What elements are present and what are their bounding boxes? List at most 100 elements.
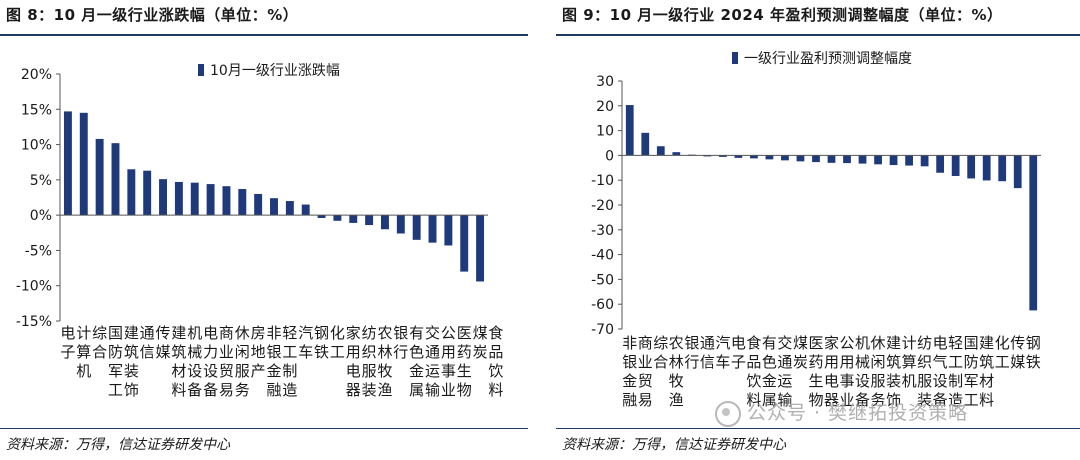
category-label: 煤	[473, 324, 488, 342]
bar	[843, 155, 851, 164]
category-label: 商	[219, 324, 234, 342]
category-label: 机	[76, 362, 91, 380]
category-label: 工	[964, 391, 979, 409]
category-label: 家	[346, 324, 361, 342]
category-label: 服	[917, 372, 932, 390]
bar	[111, 143, 120, 216]
category-label: 备	[855, 391, 870, 409]
category-label: 电	[60, 324, 75, 342]
category-label: 公	[441, 324, 456, 342]
bar	[412, 215, 421, 240]
category-label: 轻	[948, 334, 963, 352]
category-label: 煤	[793, 334, 808, 352]
y-tick-label: -70	[591, 322, 614, 338]
category-label: 传	[1010, 334, 1025, 352]
bar	[672, 152, 681, 156]
bar	[920, 155, 929, 167]
bar	[143, 170, 152, 216]
category-label: 电	[933, 334, 948, 352]
category-label: 用	[824, 353, 839, 371]
chart-left: 20%15%10%5%0%-5%-10%-15%电计综国建通传建机电商休房非轻汽…	[16, 63, 504, 399]
category-label: 银	[684, 334, 699, 352]
category-label: 业	[441, 381, 456, 399]
category-label: 制	[282, 362, 297, 380]
category-label: 金	[266, 362, 281, 380]
category-label: 合	[92, 343, 107, 361]
bar	[625, 105, 634, 156]
bar	[750, 155, 758, 159]
category-label: 铁	[1026, 353, 1041, 371]
category-label: 物	[808, 391, 823, 409]
category-label: 筑	[886, 353, 901, 371]
category-label: 造	[948, 391, 963, 409]
bar	[734, 155, 743, 158]
category-label: 钢	[1026, 334, 1041, 352]
legend-swatch	[732, 52, 738, 64]
bar	[951, 155, 960, 176]
category-label: 装	[124, 362, 139, 380]
category-label: 输	[425, 381, 440, 399]
bar	[656, 146, 665, 156]
source-rule	[0, 428, 528, 429]
y-tick-label: 20%	[21, 67, 52, 83]
category-label: 计	[902, 334, 917, 352]
category-label: 有	[762, 334, 777, 352]
category-label: 银	[266, 343, 281, 361]
category-label: 机	[855, 334, 870, 352]
category-label: 休	[235, 324, 250, 342]
bar	[998, 155, 1007, 182]
category-label: 金	[409, 362, 424, 380]
category-label: 银	[393, 324, 408, 342]
category-label: 产	[251, 362, 266, 380]
category-label: 器	[824, 391, 839, 409]
category-label: 运	[777, 372, 792, 390]
category-label: 品	[488, 343, 503, 361]
category-label: 化	[330, 324, 345, 342]
category-label: 食	[746, 334, 761, 352]
bar	[889, 155, 898, 166]
category-label: 事	[840, 372, 855, 390]
category-label: 车	[298, 343, 313, 361]
category-label: 属	[762, 391, 777, 409]
category-label: 牧	[377, 362, 392, 380]
category-label: 用	[346, 343, 361, 361]
category-label: 务	[871, 391, 886, 409]
category-label: 色	[762, 353, 777, 371]
bar	[967, 155, 976, 179]
bar	[222, 186, 231, 216]
category-label: 易	[219, 381, 234, 399]
bar	[796, 155, 805, 162]
category-label: 筑	[171, 343, 186, 361]
category-label: 综	[653, 334, 668, 352]
legend-label: 一级行业盈利预测调整幅度	[744, 51, 912, 67]
category-label: 械	[187, 343, 202, 361]
category-label: 军	[964, 372, 979, 390]
bar	[190, 182, 199, 216]
category-label: 闲	[235, 343, 250, 361]
category-label: 医	[808, 334, 823, 352]
bar	[982, 155, 991, 181]
category-label: 铁	[314, 343, 329, 361]
category-label: 生	[808, 372, 823, 390]
category-label: 机	[187, 324, 202, 342]
category-label: 信	[700, 353, 715, 371]
category-label: 非	[622, 334, 637, 352]
category-label: 通	[140, 324, 155, 342]
category-label: 算	[902, 353, 917, 371]
y-tick-label: -10	[591, 173, 614, 189]
category-label: 炭	[793, 353, 808, 371]
category-label: 轻	[282, 324, 297, 342]
category-label: 纺	[362, 324, 377, 342]
category-label: 物	[457, 381, 472, 399]
category-label: 电	[203, 324, 218, 342]
category-label: 色	[409, 343, 424, 361]
category-label: 休	[871, 334, 886, 352]
category-label: 材	[979, 372, 994, 390]
bar	[174, 181, 183, 216]
bar	[827, 155, 836, 163]
category-label: 炭	[473, 343, 488, 361]
category-label: 制	[948, 372, 963, 390]
category-label: 交	[425, 324, 440, 342]
category-label: 通	[777, 353, 792, 371]
category-label: 银	[622, 353, 637, 371]
